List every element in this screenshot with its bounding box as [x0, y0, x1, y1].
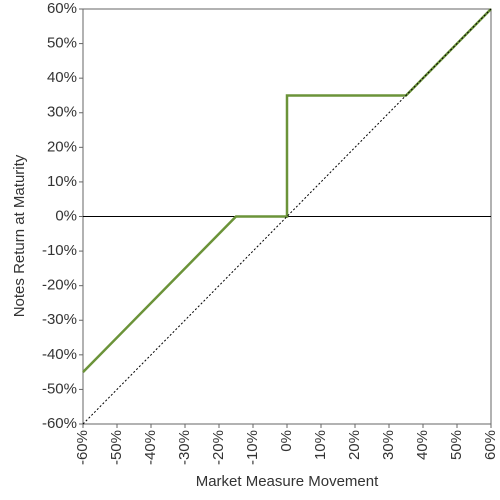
x-tick-label: 20%: [346, 430, 363, 460]
x-tick-label: 40%: [414, 430, 431, 460]
data-line: [82, 8, 492, 374]
y-tick-label: 30%: [47, 104, 77, 121]
y-tick-label: 40%: [47, 69, 77, 86]
y-tick-label: 50%: [47, 35, 77, 52]
x-tick-label: -30%: [176, 430, 193, 465]
x-axis-label: Market Measure Movement: [196, 473, 379, 490]
y-tick-label: 60%: [47, 0, 77, 17]
y-tick-label: 20%: [47, 138, 77, 155]
x-tick-label: 10%: [312, 430, 329, 460]
x-tick-label: 0%: [278, 430, 295, 452]
x-tick-label: -40%: [142, 430, 159, 465]
x-tick-label: 60%: [482, 430, 499, 460]
y-tick-label: -40%: [42, 346, 77, 363]
y-tick-label: -20%: [42, 277, 77, 294]
y-tick-label: -10%: [42, 242, 77, 259]
y-tick-label: 0%: [55, 207, 77, 224]
y-tick-label: -30%: [42, 311, 77, 328]
data-line: [82, 8, 492, 425]
x-tick-label: 50%: [448, 430, 465, 460]
y-tick-label: -60%: [42, 415, 77, 432]
y-tick-label: 10%: [47, 173, 77, 190]
y-axis-label: Notes Return at Maturity: [11, 154, 28, 317]
x-tick-label: -20%: [210, 430, 227, 465]
x-tick-label: -10%: [244, 430, 261, 465]
x-tick-label: -50%: [108, 430, 125, 465]
x-tick-label: 30%: [380, 430, 397, 460]
x-tick-label: -60%: [74, 430, 91, 465]
y-tick-label: -50%: [42, 380, 77, 397]
